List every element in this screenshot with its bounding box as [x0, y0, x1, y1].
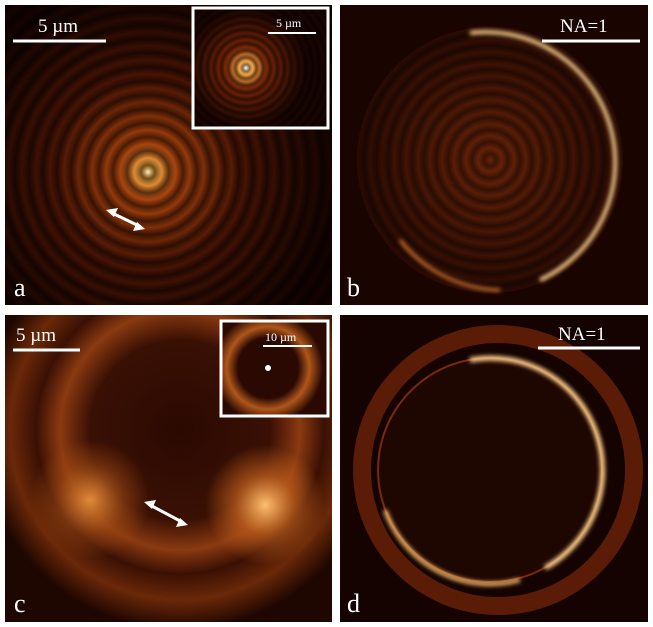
- bright-arc: [469, 355, 606, 571]
- panel-label: c: [14, 589, 26, 618]
- bright-arc: [383, 509, 521, 586]
- scale-label: 5 µm: [16, 325, 56, 346]
- panel-b: NA=1 b: [340, 5, 648, 305]
- outer-ring: [353, 325, 643, 615]
- panel-label: b: [347, 273, 360, 302]
- bright-arc: [469, 30, 618, 282]
- scale-label: NA=1: [560, 16, 608, 37]
- panel-c: 5 µm 10 µm c: [5, 315, 332, 622]
- blob: [30, 440, 150, 560]
- panel-a: 5 µm 5 µm a: [5, 5, 332, 305]
- blob: [205, 445, 325, 565]
- inset-scale-label: 5 µm: [276, 16, 302, 30]
- inset: [221, 321, 328, 416]
- scale-label: 5 µm: [38, 16, 78, 37]
- inset-fringes: [193, 8, 328, 128]
- scale-label: NA=1: [558, 324, 606, 345]
- panel-label: a: [14, 273, 26, 302]
- inset-spot: [265, 365, 271, 371]
- bright-arc: [398, 239, 501, 292]
- panel-label: d: [347, 589, 360, 618]
- panel-d: NA=1 d: [340, 315, 648, 622]
- inset-scale-label: 10 µm: [265, 330, 297, 344]
- inset-border: [191, 6, 330, 130]
- arrow: [144, 500, 188, 527]
- inset-border: [219, 319, 330, 418]
- fringes: [357, 27, 623, 293]
- arrow: [106, 208, 145, 231]
